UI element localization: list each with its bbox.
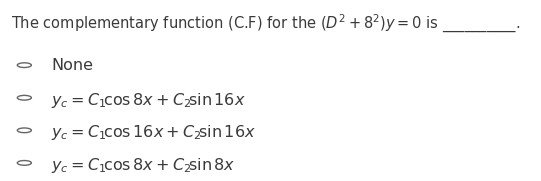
Text: None: None [51, 58, 94, 73]
Text: $y_c = C_1\!\cos8x + C_2\!\sin8x$: $y_c = C_1\!\cos8x + C_2\!\sin8x$ [51, 156, 236, 175]
Text: $y_c = C_1\!\cos16x + C_2\!\sin16x$: $y_c = C_1\!\cos16x + C_2\!\sin16x$ [51, 123, 256, 142]
Text: $y_c = C_1\!\cos8x + C_2\!\sin16x$: $y_c = C_1\!\cos8x + C_2\!\sin16x$ [51, 90, 246, 110]
Text: The complementary function (C.F) for the $(D^2 + 8^2)y = 0$ is __________.: The complementary function (C.F) for the… [11, 13, 520, 35]
